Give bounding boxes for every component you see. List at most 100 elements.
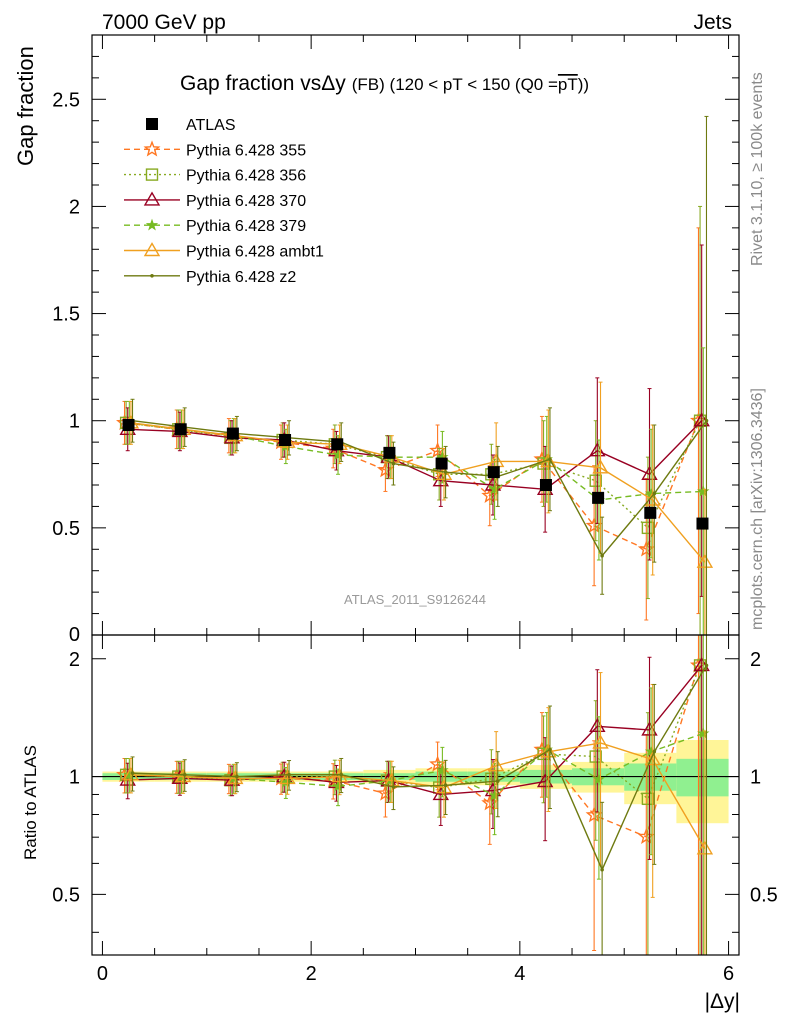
atlas-point	[122, 419, 135, 431]
ratio-point	[182, 773, 187, 777]
analysis-watermark: ATLAS_2011_S9126244	[344, 592, 486, 607]
y-tick-label: 1	[69, 411, 80, 433]
legend-marker	[145, 168, 159, 181]
legend-label: Pythia 6.428 379	[186, 218, 306, 235]
legend-item: Pythia 6.428 379	[124, 218, 306, 235]
legend-label: Pythia 6.428 ambt1	[186, 244, 324, 261]
ratio-point	[287, 772, 291, 777]
ratio-axis-title: Ratio to ATLAS	[21, 745, 40, 860]
legend-marker	[145, 218, 159, 231]
title-overline: pT	[558, 75, 578, 94]
atlas-point	[592, 491, 605, 504]
atlas-point	[539, 479, 552, 491]
ratio-line	[127, 664, 703, 796]
plot-title: Gap fraction vsΔy (FB) (120 < pT < 150 (Q…	[180, 72, 589, 95]
atlas-point	[487, 466, 500, 479]
ratio-point	[435, 779, 453, 794]
data-point	[435, 465, 453, 480]
series-layer	[116, 115, 714, 956]
ratio-tick-label-left: 0.5	[52, 884, 80, 906]
atlas-point	[696, 517, 709, 530]
ratio-point	[696, 840, 714, 855]
series-atlas	[122, 419, 709, 530]
data-point	[704, 418, 709, 423]
legend-label: Pythia 6.428 355	[186, 142, 306, 159]
atlas-point	[383, 446, 396, 459]
ratio-point	[339, 772, 344, 777]
ratio-point	[495, 779, 500, 783]
atlas-point	[644, 506, 657, 519]
ratio-point	[548, 747, 552, 752]
y-tick-label: 0.5	[52, 518, 80, 540]
title-main: Gap fraction vsΔy	[180, 72, 346, 95]
legend-item: Pythia 6.428 z2	[124, 269, 296, 286]
y-tick-label-zero: 0	[69, 624, 80, 646]
ratio-point	[227, 769, 244, 785]
legend-item: Pythia 6.428 355	[124, 140, 306, 159]
ratio-line	[130, 742, 706, 850]
ratio-point	[592, 734, 609, 749]
y-axis-title: Gap fraction	[13, 46, 38, 166]
ratio-point	[383, 772, 401, 787]
ratio-line	[124, 665, 700, 838]
ratio-point	[443, 783, 448, 788]
x-tick-label: 4	[514, 963, 525, 985]
atlas-point	[331, 438, 344, 451]
axes: 0 2 4 6 0.5 1 1.5 2 2.5 0 0.5 0.5 1 1 2 2	[52, 34, 778, 985]
legend-marker	[146, 118, 158, 130]
x-tick-label: 0	[97, 963, 108, 985]
plot-frames	[91, 34, 740, 956]
legend-item: Pythia 6.428 370	[124, 191, 306, 210]
y-tick-label: 1.5	[52, 304, 80, 326]
data-point	[589, 474, 602, 487]
atlas-point	[174, 423, 187, 436]
ratio-point	[485, 772, 498, 786]
legend: ATLAS Pythia 6.428 355 Pythia 6.428 356 Pyt…	[124, 117, 324, 286]
ratio-point	[589, 750, 602, 763]
ratio-tick-label-left: 1	[69, 767, 80, 789]
ratio-point	[592, 772, 606, 785]
legend-item: Pythia 6.428 ambt1	[124, 242, 324, 261]
legend-label: ATLAS	[186, 117, 236, 134]
atlas-point	[226, 427, 239, 440]
legend-label: Pythia 6.428 356	[186, 168, 306, 185]
legend-marker	[143, 191, 161, 206]
ratio-point	[641, 792, 655, 806]
legend-label: Pythia 6.428 z2	[186, 269, 296, 286]
legend-item: ATLAS	[146, 117, 236, 134]
ratio-line	[132, 665, 708, 872]
series-line	[127, 420, 703, 491]
title-end: ))	[578, 75, 589, 94]
data-point	[641, 521, 655, 535]
process-label: Jets	[693, 11, 732, 34]
y-tick-label: 2	[69, 196, 80, 218]
rivet-label: Rivet 3.1.10, ≥ 100k events	[749, 72, 766, 266]
ratio-band-inner	[676, 758, 729, 797]
ratio-point	[652, 749, 657, 754]
ratio-point	[600, 867, 604, 872]
ratio-point	[487, 757, 505, 772]
ratio-tick-label-left: 2	[69, 649, 80, 671]
legend-marker	[143, 140, 161, 157]
mcplots-label: mcplots.cern.ch [arXiv:1306.3436]	[749, 388, 766, 630]
ratio-point	[130, 771, 135, 775]
ratio-point	[391, 785, 396, 789]
series-line	[124, 420, 700, 551]
x-tick-label: 2	[306, 963, 317, 985]
series-line	[129, 422, 704, 501]
series-5	[130, 115, 709, 956]
ratio-panel-frame	[91, 634, 740, 956]
energy-label: 7000 GeV pp	[102, 11, 226, 34]
legend-label: Pythia 6.428 370	[186, 193, 306, 210]
data-point	[652, 491, 657, 496]
ratio-point	[279, 770, 296, 785]
ratio-tick-label-right: 1	[750, 767, 761, 789]
data-point	[548, 457, 552, 462]
x-axis-title: |Δy|	[705, 990, 740, 1013]
series-line	[126, 420, 701, 530]
y-tick-label: 2.5	[52, 89, 80, 111]
data-point	[443, 470, 448, 474]
ratio-point	[704, 663, 709, 668]
